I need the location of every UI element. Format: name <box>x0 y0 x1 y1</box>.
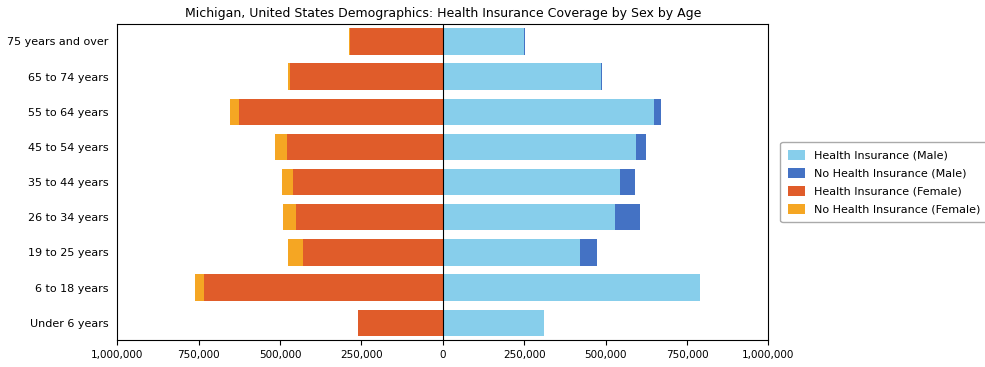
Bar <box>239 99 443 125</box>
Bar <box>443 310 544 336</box>
Bar <box>601 63 602 90</box>
Bar <box>287 134 443 160</box>
Bar <box>636 134 646 160</box>
Bar <box>443 28 524 55</box>
Bar <box>230 99 239 125</box>
Bar <box>204 275 443 301</box>
Bar <box>443 63 601 90</box>
Bar <box>359 310 443 336</box>
Bar <box>443 239 579 266</box>
Title: Michigan, United States Demographics: Health Insurance Coverage by Sex by Age: Michigan, United States Demographics: He… <box>184 7 701 20</box>
Bar <box>296 204 443 230</box>
Bar <box>350 28 443 55</box>
Bar <box>443 275 700 301</box>
Bar <box>443 99 654 125</box>
Bar <box>275 134 287 160</box>
Bar <box>443 169 621 195</box>
Bar <box>290 63 443 90</box>
Bar <box>443 134 636 160</box>
Bar <box>579 239 598 266</box>
Legend: Health Insurance (Male), No Health Insurance (Male), Health Insurance (Female), : Health Insurance (Male), No Health Insur… <box>780 142 985 222</box>
Bar <box>621 169 635 195</box>
Bar <box>195 275 204 301</box>
Bar <box>302 239 443 266</box>
Bar <box>284 204 296 230</box>
Bar <box>616 204 639 230</box>
Bar <box>443 204 616 230</box>
Bar <box>282 169 294 195</box>
Bar <box>654 99 661 125</box>
Bar <box>289 63 290 90</box>
Bar <box>294 169 443 195</box>
Bar <box>289 239 302 266</box>
